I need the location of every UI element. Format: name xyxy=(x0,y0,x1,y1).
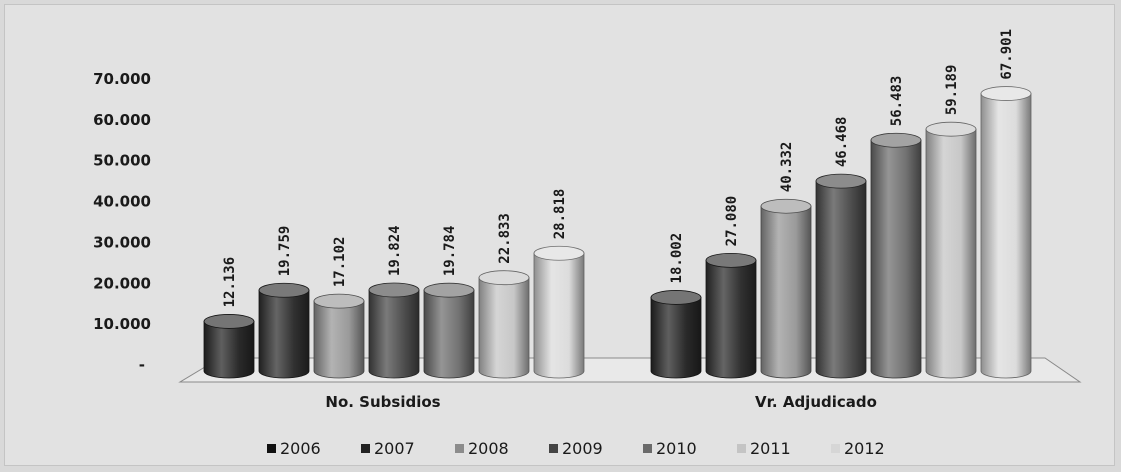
legend-label: 2012 xyxy=(844,439,885,458)
bar-2012-1 xyxy=(980,86,1032,379)
data-label: 46.468 xyxy=(834,117,850,168)
bar-body xyxy=(533,252,585,379)
legend-item-2011: 2011 xyxy=(737,439,791,458)
bar-2009-1 xyxy=(815,173,867,379)
bar-2006-0 xyxy=(203,314,255,379)
bar-top xyxy=(650,290,702,305)
bar-body xyxy=(258,289,310,379)
category-label: Vr. Adjudicado xyxy=(755,393,877,411)
legend-swatch xyxy=(831,444,840,453)
chart-svg: - 10.000 20.000 30.000 40.000 50.000 60.000 70.… xyxy=(93,29,1082,458)
bar-2006-1 xyxy=(650,290,702,379)
bar-top xyxy=(368,282,420,298)
data-label: 19.824 xyxy=(387,225,403,276)
legend-item-2012: 2012 xyxy=(831,439,885,458)
y-tick-label: 20.000 xyxy=(93,274,151,292)
bar-body xyxy=(760,205,812,379)
bar-2007-0 xyxy=(258,282,310,379)
bar-top xyxy=(705,252,757,268)
bar-body xyxy=(203,321,255,379)
bar-body xyxy=(423,289,475,379)
bar-body xyxy=(925,128,977,379)
y-tick-label: 10.000 xyxy=(93,315,151,333)
legend-item-2008: 2008 xyxy=(455,439,509,458)
bar-body xyxy=(313,300,365,379)
data-label: 67.901 xyxy=(999,29,1015,80)
legend-item-2006: 2006 xyxy=(267,439,321,458)
bar-top xyxy=(870,132,922,148)
legend-swatch xyxy=(549,444,558,453)
legend-item-2009: 2009 xyxy=(549,439,603,458)
bar-2011-0 xyxy=(478,270,530,379)
data-label: 59.189 xyxy=(944,65,960,116)
legend-label: 2006 xyxy=(280,439,321,458)
bar-top xyxy=(258,282,310,298)
legend-label: 2007 xyxy=(374,439,415,458)
bar-top xyxy=(533,245,585,261)
data-label: 27.080 xyxy=(724,196,740,247)
bar-top xyxy=(203,314,255,329)
legend-label: 2011 xyxy=(750,439,791,458)
y-tick-label: 70.000 xyxy=(93,70,151,88)
bar-body xyxy=(368,289,420,379)
bar-2010-0 xyxy=(423,282,475,379)
data-label: 19.759 xyxy=(277,226,293,277)
y-tick-label: - xyxy=(139,356,145,374)
data-label: 56.483 xyxy=(889,76,905,127)
bar-body xyxy=(650,297,702,379)
category-label: No. Subsidios xyxy=(325,393,440,411)
bar-2010-1 xyxy=(870,132,922,379)
bar-2011-1 xyxy=(925,121,977,379)
data-label: 28.818 xyxy=(552,189,568,240)
bar-2009-0 xyxy=(368,282,420,379)
data-label: 17.102 xyxy=(332,237,348,288)
bar-body xyxy=(478,277,530,379)
chart-frame: - 10.000 20.000 30.000 40.000 50.000 60.000 70.… xyxy=(4,4,1115,466)
bar-2007-1 xyxy=(705,252,757,379)
legend-item-2010: 2010 xyxy=(643,439,697,458)
legend-label: 2010 xyxy=(656,439,697,458)
data-label: 22.833 xyxy=(497,213,513,264)
bar-body xyxy=(815,180,867,379)
bar-top xyxy=(760,198,812,214)
bar-top xyxy=(980,86,1032,101)
bar-top xyxy=(925,121,977,137)
bar-body xyxy=(980,93,1032,379)
legend-swatch xyxy=(455,444,464,453)
legend-swatch xyxy=(737,444,746,453)
bar-top xyxy=(815,173,867,189)
y-tick-label: 30.000 xyxy=(93,233,151,251)
data-label: 40.332 xyxy=(779,142,795,193)
y-tick-label: 50.000 xyxy=(93,152,151,170)
legend-swatch xyxy=(267,444,276,453)
legend-label: 2009 xyxy=(562,439,603,458)
legend-swatch xyxy=(361,444,370,453)
legend-item-2007: 2007 xyxy=(361,439,415,458)
bar-2008-1 xyxy=(760,198,812,379)
bar-2012-0 xyxy=(533,245,585,379)
legend-label: 2008 xyxy=(468,439,509,458)
bar-top xyxy=(313,293,365,309)
bar-body xyxy=(870,139,922,379)
y-tick-label: 40.000 xyxy=(93,193,151,211)
data-label: 12.136 xyxy=(222,257,238,308)
bar-top xyxy=(478,270,530,286)
bar-top xyxy=(423,282,475,298)
legend-swatch xyxy=(643,444,652,453)
data-label: 18.002 xyxy=(669,233,685,284)
bar-2008-0 xyxy=(313,293,365,379)
data-label: 19.784 xyxy=(442,226,458,277)
y-tick-label: 60.000 xyxy=(93,111,151,129)
bar-body xyxy=(705,259,757,379)
